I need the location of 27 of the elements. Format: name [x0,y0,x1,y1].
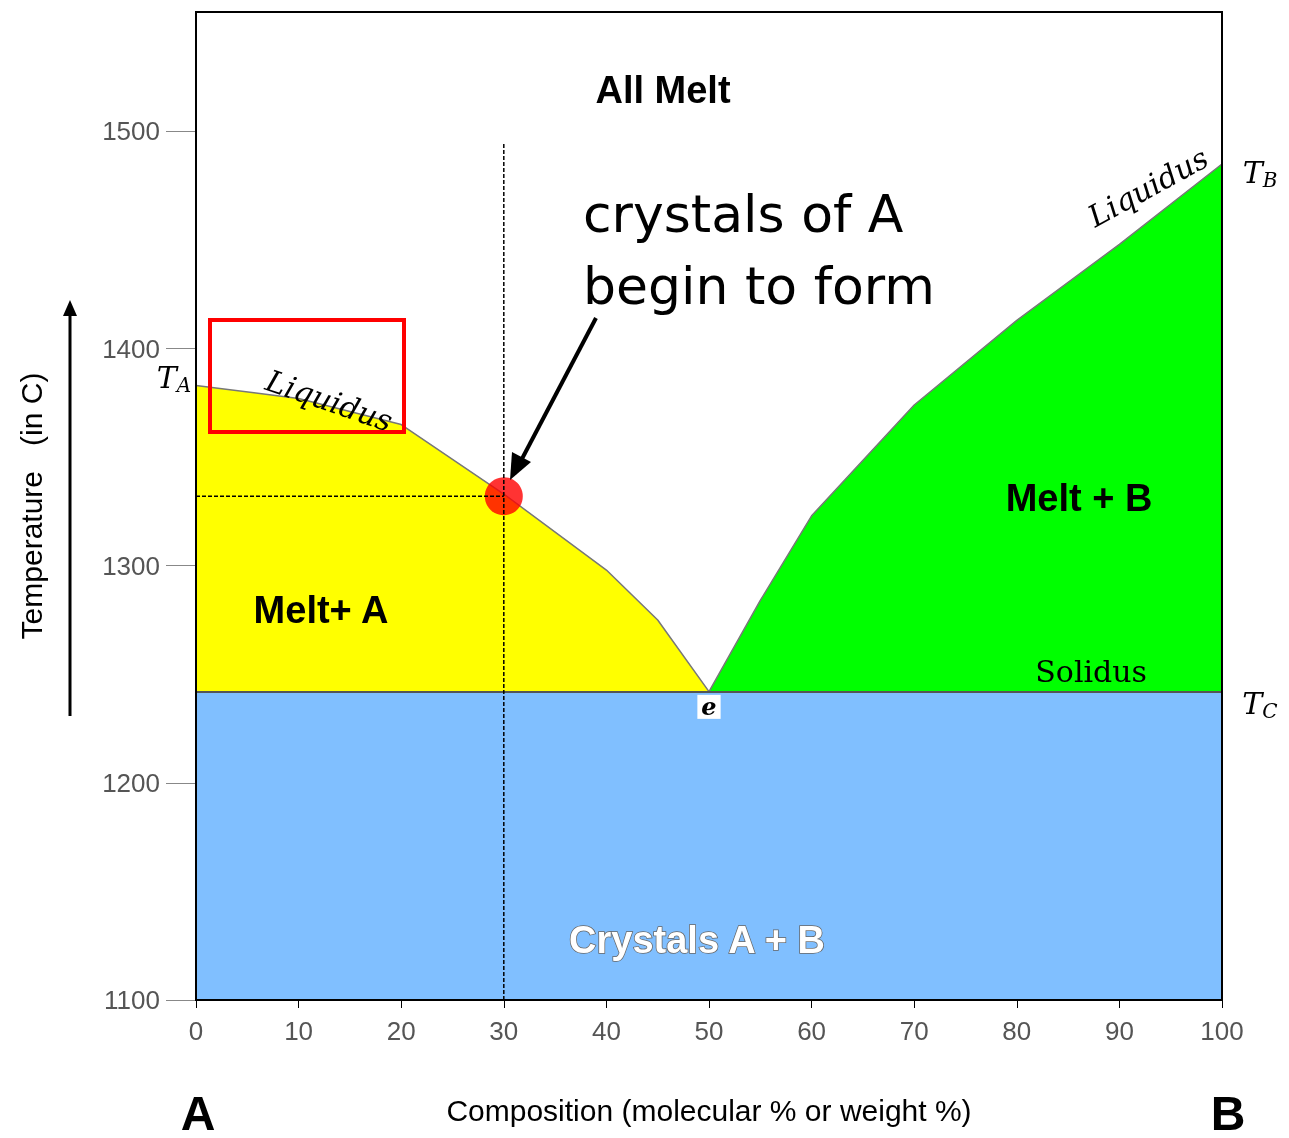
text: A [180,1086,216,1138]
annotation: crystals of A begin to form [583,184,935,316]
y-tick-label: 1200 [102,767,160,798]
y-tick-label: 1400 [102,333,160,364]
y-tick-label: 1300 [102,550,160,581]
x-tick-label: 50 [694,1016,724,1046]
annotation: Melt+ A [253,589,389,631]
annotation: All Melt [595,69,731,111]
x-tick-label: 80 [1002,1016,1032,1046]
ref-line-label: Solidus [1035,654,1147,690]
x-axis-title: Composition (molecular % or weight %) [446,1093,972,1127]
x-tick-label: 60 [797,1016,827,1046]
text: B [1210,1086,1246,1138]
x-tick-label: 40 [591,1016,621,1046]
annotation: Melt + B [1005,477,1153,519]
x-tick-label: 30 [489,1016,519,1046]
x-tick-label: 10 [284,1016,314,1046]
y-tick-label: 1100 [104,985,160,1015]
x-tick-label: 20 [386,1016,416,1046]
x-tick-label: 100 [1200,1016,1244,1046]
x-tick-label: 90 [1104,1016,1134,1046]
y-tick-label: 1500 [102,116,160,147]
annotation: Crystals A + B [569,919,825,961]
y-axis-title: Temperature (in C) [14,372,48,640]
x-tick-label: 70 [899,1016,929,1046]
annotation: e [701,692,717,722]
x-tick-label: 0 [188,1016,204,1046]
